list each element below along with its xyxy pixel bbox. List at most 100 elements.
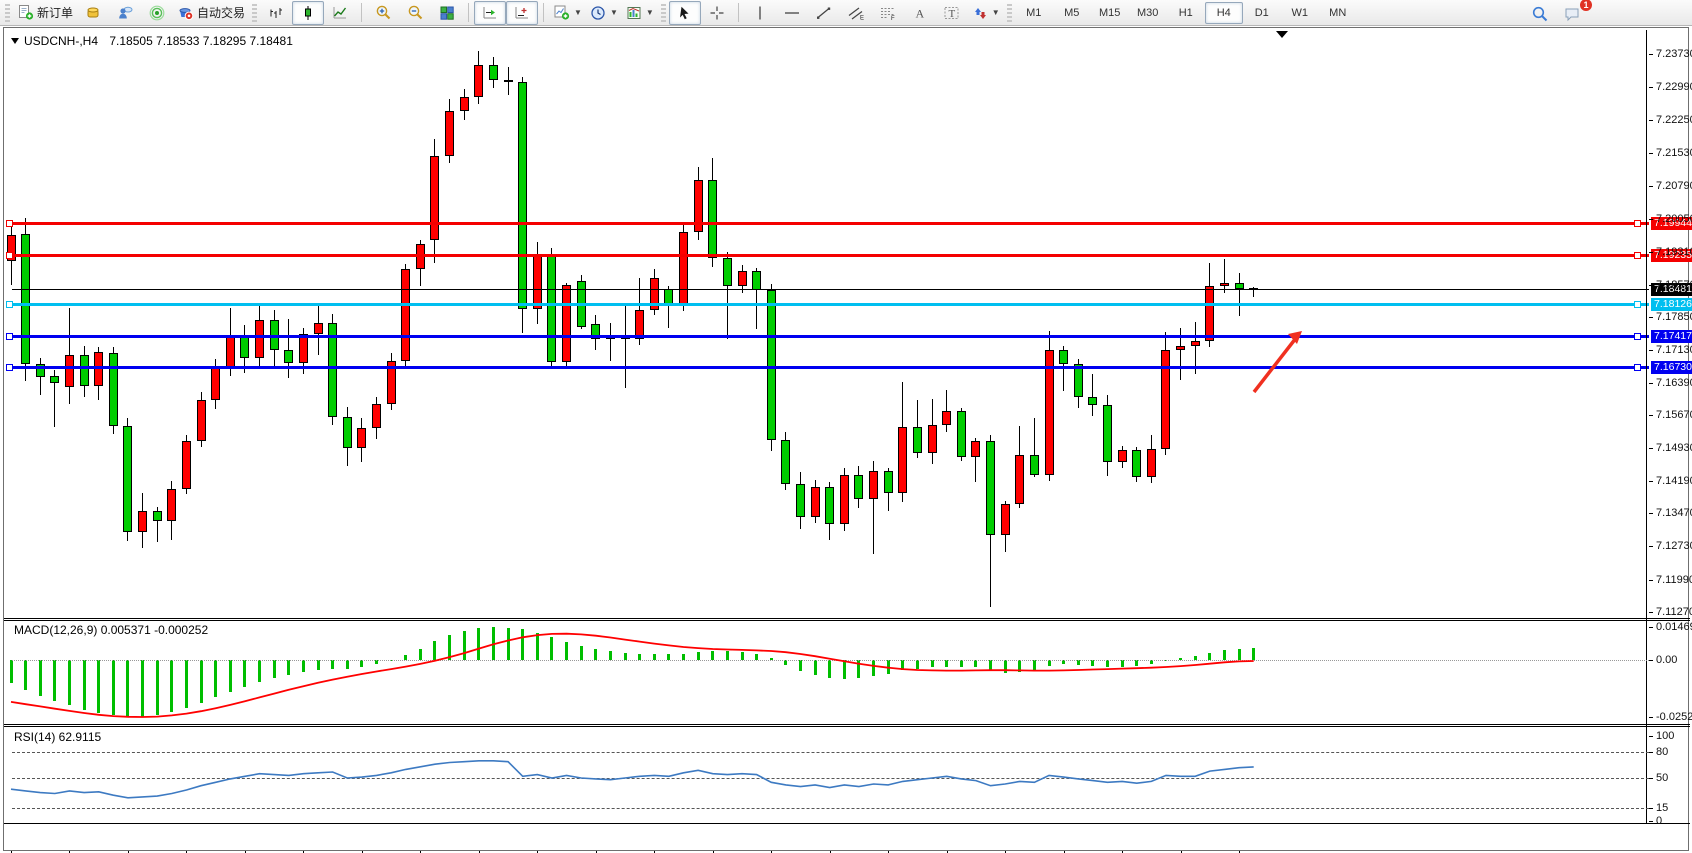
candle-body [1190, 341, 1200, 346]
tab-timeframe-M30[interactable]: M30 [1137, 6, 1159, 19]
market-watch-button[interactable] [77, 1, 109, 25]
horizontal-line[interactable] [12, 303, 1649, 307]
candle-body [488, 65, 498, 81]
line-chart-button[interactable] [324, 1, 356, 25]
profiles-button[interactable] [109, 1, 141, 25]
price-axis-tickmark [1649, 579, 1653, 581]
fibonacci-tool-button[interactable]: F [872, 1, 904, 25]
date-axis-tickmark [478, 851, 480, 853]
rsi-label: RSI(14) 62.9115 [14, 730, 102, 744]
price-axis-tick: 7.11270 [1656, 605, 1692, 618]
chart-shift-marker[interactable] [1276, 31, 1288, 38]
candle-body [898, 426, 908, 494]
text-tool-button[interactable]: A [904, 1, 936, 25]
line-handle[interactable] [1634, 301, 1641, 309]
vertical-line-icon [759, 6, 761, 19]
price-tag: 7.18126 [1651, 298, 1692, 312]
new-order-button[interactable]: 新订单 [13, 1, 77, 25]
macd-histogram-bar [316, 660, 320, 670]
tab-timeframe-H1[interactable]: H1 [1178, 6, 1193, 19]
macd-histogram-bar [1120, 660, 1124, 668]
macd-histogram-bar [521, 629, 525, 661]
toolbar-grip[interactable] [660, 3, 666, 22]
candle-body [825, 487, 835, 525]
macd-histogram-bar [82, 660, 86, 710]
toolbar-grip[interactable] [1006, 3, 1012, 22]
candle-body [342, 417, 352, 449]
toolbar-grip[interactable] [5, 3, 10, 22]
panel-separator [4, 823, 1690, 824]
macd-histogram-bar [608, 651, 612, 661]
tab-timeframe-W1[interactable]: W1 [1291, 6, 1308, 19]
auto-scroll-icon [483, 6, 497, 18]
macd-histogram-bar [155, 660, 159, 715]
line-handle[interactable] [6, 301, 13, 309]
cursor-tool-button[interactable] [668, 0, 701, 25]
indicators-button[interactable]: ▼ [549, 1, 586, 25]
candle-body [167, 488, 177, 521]
macd-histogram-bar [345, 660, 349, 669]
line-handle[interactable] [1634, 333, 1641, 341]
line-handle[interactable] [6, 363, 13, 371]
macd-histogram-bar [214, 660, 218, 698]
zoom-in-button[interactable] [367, 1, 399, 25]
horizontal-line[interactable] [12, 222, 1649, 226]
candlestick-chart-button[interactable] [292, 0, 325, 25]
tile-windows-button[interactable] [431, 1, 463, 25]
candle-body [386, 360, 396, 404]
chart-shift-button[interactable] [506, 0, 539, 25]
text-label-tool-button[interactable]: T [936, 1, 968, 25]
timeframe-group: M1 M5 M15 M30 H1 H4 D1 W1 MN [1015, 1, 1357, 24]
horizontal-line[interactable] [12, 365, 1649, 369]
auto-scroll-button[interactable] [474, 0, 507, 25]
price-axis-tickmark [1649, 546, 1653, 548]
fibonacci-icon: F [880, 7, 895, 21]
tab-timeframe-M5[interactable]: M5 [1064, 6, 1080, 19]
tab-timeframe-MN[interactable]: MN [1329, 6, 1347, 19]
search-button[interactable] [1524, 2, 1556, 26]
signals-button[interactable] [141, 1, 173, 25]
line-handle[interactable] [6, 220, 13, 228]
line-handle[interactable] [6, 251, 13, 259]
chart-collapse-icon[interactable] [11, 38, 19, 44]
channel-tool-button[interactable]: E [840, 1, 872, 25]
line-handle[interactable] [1634, 220, 1641, 228]
macd-histogram-bar [184, 660, 188, 708]
arrows-tool-button[interactable]: ▼ [968, 1, 1004, 25]
candle-body [79, 354, 89, 386]
horizontal-line[interactable] [12, 253, 1649, 257]
tab-timeframe-M1[interactable]: M1 [1026, 6, 1042, 19]
toolbar-grip[interactable] [252, 3, 258, 22]
date-axis-tickmark [537, 851, 539, 853]
candle-body [21, 233, 31, 364]
candle-body [737, 271, 747, 286]
line-handle[interactable] [1634, 363, 1641, 371]
candle-body [401, 269, 411, 361]
macd-histogram-bar [638, 653, 642, 661]
macd-histogram-bar [199, 660, 203, 704]
vertical-line-tool-button[interactable] [744, 1, 776, 25]
notifications-button[interactable]: 1 [1556, 0, 1592, 26]
tab-timeframe-D1[interactable]: D1 [1254, 6, 1269, 19]
rsi-axis-tickmark [1649, 778, 1653, 779]
bar-chart-button[interactable] [260, 1, 292, 25]
periods-button[interactable]: ▼ [586, 1, 622, 25]
macd-histogram-bar [433, 641, 437, 661]
date-axis-tickmark [361, 851, 363, 853]
templates-button[interactable]: ▼ [622, 1, 658, 25]
candle-body [328, 323, 338, 418]
tab-timeframe-H4[interactable]: H4 [1204, 1, 1243, 24]
line-handle[interactable] [1634, 251, 1641, 259]
line-handle[interactable] [6, 333, 13, 341]
panel-separator [4, 726, 1690, 727]
auto-trading-button[interactable]: 自动交易 [173, 1, 249, 25]
horizontal-line[interactable] [12, 335, 1649, 339]
zoom-out-button[interactable] [399, 1, 431, 25]
macd-histogram-bar [594, 649, 598, 661]
macd-histogram-bar [1003, 660, 1007, 673]
trendline-tool-button[interactable] [808, 1, 840, 25]
horizontal-line-tool-button[interactable] [776, 1, 808, 25]
macd-axis-tickmark [1649, 627, 1653, 629]
crosshair-tool-button[interactable] [701, 1, 733, 25]
tab-timeframe-M15[interactable]: M15 [1099, 6, 1121, 19]
